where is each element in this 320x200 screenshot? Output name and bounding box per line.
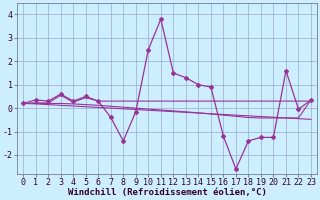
X-axis label: Windchill (Refroidissement éolien,°C): Windchill (Refroidissement éolien,°C) [68, 188, 267, 197]
